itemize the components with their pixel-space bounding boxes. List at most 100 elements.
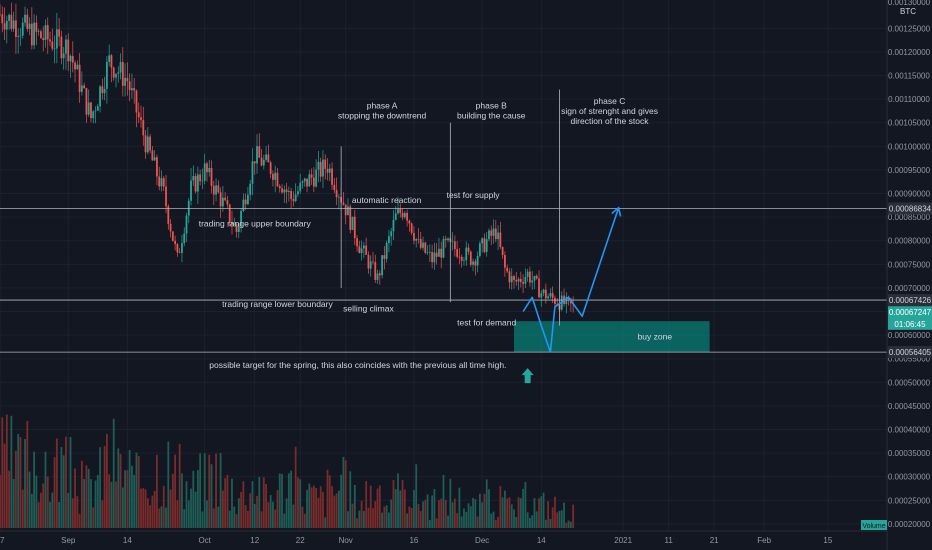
candle: [203, 163, 206, 181]
candle: [299, 182, 302, 192]
volume-bar: [294, 446, 297, 528]
candle: [506, 267, 509, 272]
candle: [297, 191, 299, 195]
volume-bar: [385, 505, 388, 528]
volume-bar: [312, 485, 315, 528]
candle: [265, 154, 267, 160]
candle: [71, 55, 74, 63]
candle: [58, 29, 61, 37]
volume-bar: [544, 519, 547, 528]
candle: [135, 90, 138, 113]
volume-bar: [397, 473, 399, 528]
volume-bar: [408, 506, 411, 528]
volume-bar: [474, 499, 477, 528]
candle: [199, 174, 202, 182]
candle: [117, 72, 120, 74]
volume-bar: [167, 441, 170, 528]
volume-bar: [460, 516, 463, 528]
volume-bar: [51, 492, 54, 528]
candle: [517, 278, 520, 282]
volume-bar: [394, 489, 397, 528]
currency-label: BTC: [900, 7, 916, 16]
candle: [224, 197, 227, 201]
candle: [158, 176, 161, 187]
volume-bar: [44, 451, 47, 528]
volume-bar: [569, 521, 572, 528]
time-tick-label: Feb: [757, 536, 771, 545]
candle: [417, 238, 420, 240]
price-tick-label: 0.00060000: [888, 331, 931, 340]
volume-bar: [158, 508, 161, 528]
candle: [490, 230, 493, 236]
candle: [30, 23, 33, 46]
price-tag-box: [888, 294, 932, 307]
candle: [285, 189, 288, 193]
volume-bar: [551, 507, 554, 528]
volume-bar: [399, 490, 402, 528]
volume-bar: [269, 495, 272, 528]
volume-bar: [92, 507, 95, 528]
candle: [458, 256, 461, 258]
candle: [78, 64, 81, 92]
price-tick-label: 0.00020000: [888, 520, 931, 529]
volume-bar: [85, 465, 88, 528]
candle: [278, 186, 281, 189]
price-axis[interactable]: BTC 0.00020000 0.00025000 0.00030000 0.0003…: [886, 0, 931, 550]
candle: [181, 243, 183, 253]
volume-bar: [87, 468, 90, 528]
volume-bar: [10, 415, 13, 528]
candle: [233, 224, 236, 225]
candle: [469, 251, 472, 265]
volume-bar: [458, 487, 461, 528]
candle: [499, 232, 502, 247]
volume-bar: [415, 464, 418, 528]
candle: [62, 53, 65, 59]
volume-legend-box: [861, 520, 887, 530]
candle: [428, 252, 431, 253]
candle: [10, 14, 13, 29]
candle: [360, 248, 363, 254]
volume-bar: [185, 481, 188, 528]
volume-bar: [367, 507, 370, 528]
candle: [426, 252, 429, 253]
volume-bar: [463, 508, 465, 528]
volume-bar: [237, 498, 240, 528]
candle: [237, 225, 240, 233]
candle: [60, 36, 63, 59]
candle: [383, 255, 386, 259]
candle: [504, 255, 506, 268]
volume-bar: [490, 513, 493, 528]
spring-arrow-icon: [521, 368, 534, 384]
volume-bar: [151, 495, 154, 528]
time-axis[interactable]: 17 Sep 14 Oct 12 22 Nov 16 Dec 14 2021 11 21 Feb 15: [0, 530, 887, 545]
candle: [388, 236, 390, 243]
time-tick-label: 16: [409, 536, 418, 545]
volume-bar: [231, 478, 233, 528]
volume-bar: [217, 506, 220, 528]
candle: [12, 20, 15, 29]
price-tick-label: 0.00110000: [888, 95, 930, 104]
candle: [281, 188, 283, 193]
volume-bar: [74, 468, 76, 528]
volume-bar: [556, 512, 559, 528]
candle: [128, 81, 131, 91]
volume-bar: [49, 501, 51, 528]
volume-bar: [274, 509, 277, 528]
candle: [24, 14, 26, 23]
volume-bar: [210, 464, 213, 528]
candle: [80, 85, 83, 92]
volume-bar: [290, 470, 293, 528]
candle: [176, 244, 179, 253]
volume-bar: [417, 504, 420, 528]
volume-bar: [208, 454, 211, 528]
volume-bar: [137, 455, 140, 528]
volume-bar: [315, 488, 318, 528]
volume-bar: [153, 490, 156, 528]
candle: [433, 252, 436, 263]
volume-bar: [144, 489, 147, 528]
volume-bar: [317, 497, 320, 528]
candle: [142, 120, 145, 136]
